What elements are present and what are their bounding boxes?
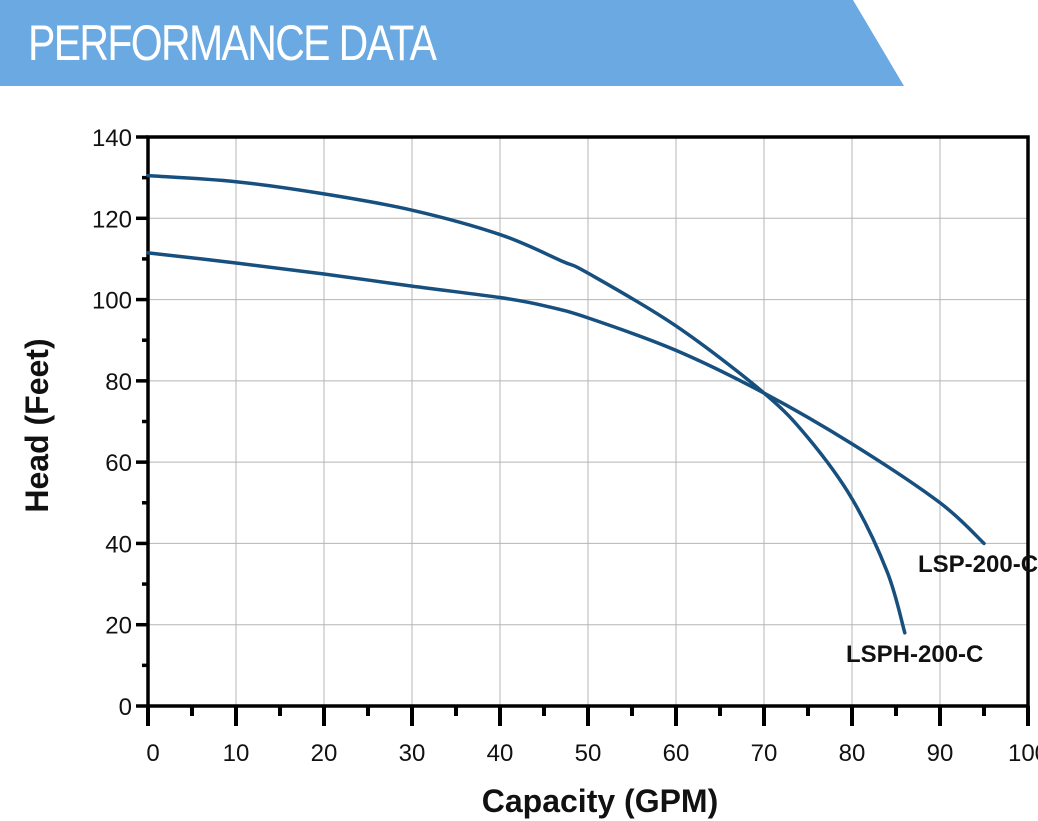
- y-tick-label: 20: [105, 613, 132, 640]
- x-tick-label: 40: [487, 740, 514, 767]
- banner-shape: [0, 0, 904, 86]
- x-tick-label: 80: [839, 740, 866, 767]
- curve-lsph-200-c: [146, 173, 907, 635]
- x-tick-label: 60: [663, 740, 690, 767]
- y-tick-label: 120: [92, 206, 132, 233]
- page-title: PERFORMANCE DATA: [28, 15, 437, 71]
- x-tick-label: 10: [223, 740, 250, 767]
- header-banner: [0, 0, 904, 86]
- y-axis-label: Head (Feet): [19, 338, 55, 512]
- y-tick-label: 80: [105, 369, 132, 396]
- y-tick-label: 60: [105, 450, 132, 477]
- x-tick-label: 0: [146, 740, 159, 767]
- curve-lsp-200-c: [146, 251, 986, 546]
- x-tick-label: 50: [575, 740, 602, 767]
- series-label: LSPH-200-C: [846, 641, 983, 668]
- y-tick-label: 40: [105, 531, 132, 558]
- series-label: LSP-200-C: [918, 551, 1038, 578]
- x-tick-label: 20: [311, 740, 338, 767]
- x-tick-label: 90: [927, 740, 954, 767]
- x-axis-label: Capacity (GPM): [482, 783, 718, 819]
- y-tick-label: 100: [92, 288, 132, 315]
- x-tick-label: 30: [399, 740, 426, 767]
- y-tick-label: 140: [92, 125, 132, 152]
- x-tick-label: 100: [1008, 740, 1038, 767]
- x-tick-label: 70: [751, 740, 778, 767]
- y-tick-label: 0: [119, 694, 132, 721]
